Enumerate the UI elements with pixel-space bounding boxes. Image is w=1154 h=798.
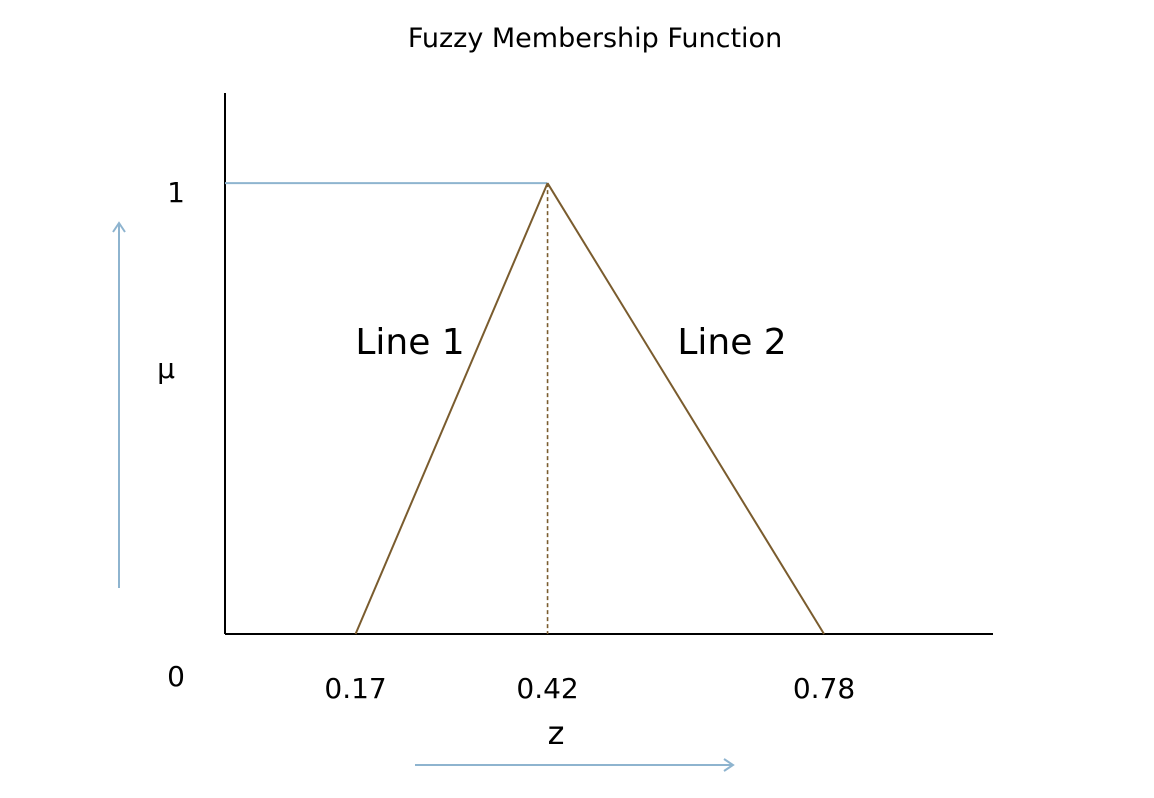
series-label-2: Line 2	[677, 322, 786, 363]
x-axis-label: z	[548, 714, 565, 752]
x-tick-label-1: 0.17	[324, 672, 386, 705]
y-axis-label: μ	[157, 352, 175, 385]
series-line-2	[546, 182, 825, 635]
y-tick-label-0: 0	[167, 660, 185, 693]
x-tick-label-2: 0.42	[516, 672, 578, 705]
series-line-1	[354, 182, 549, 635]
y-tick-label-1: 1	[167, 176, 185, 209]
x-tick-label-3: 0.78	[793, 672, 855, 705]
series-labels: Line 1 Line 2	[355, 322, 786, 363]
guides	[225, 182, 549, 634]
series-label-1: Line 1	[355, 322, 464, 363]
chart-title: Fuzzy Membership Function	[408, 23, 782, 54]
series-lines	[354, 182, 825, 635]
tick-labels: 0.17 0.42 0.78 0 1	[167, 176, 855, 705]
axes	[224, 93, 993, 635]
